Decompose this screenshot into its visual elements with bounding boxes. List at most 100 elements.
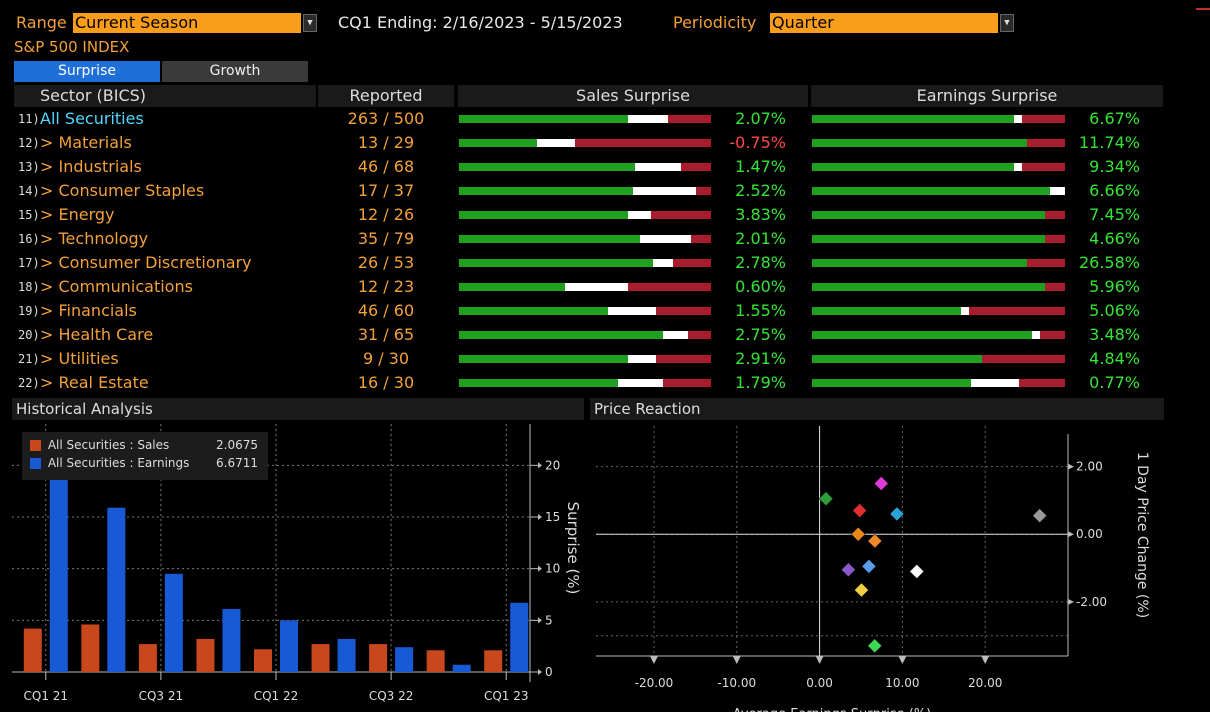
sector-name[interactable]: > Energy: [40, 205, 115, 224]
range-dropdown-button[interactable]: ▼: [303, 14, 317, 32]
row-index: 20): [18, 328, 40, 342]
sector-name[interactable]: > Technology: [40, 229, 149, 248]
sales-bar-miss: [696, 187, 711, 195]
sales-bar-beat: [459, 187, 633, 195]
bar-sales: [81, 624, 100, 672]
sector-name[interactable]: > Materials: [40, 133, 132, 152]
sales-surprise-value: 2.75%: [735, 325, 786, 344]
top-right-accent: [1196, 8, 1210, 10]
sector-name[interactable]: All Securities: [40, 109, 144, 128]
y-tick-label: 0: [545, 665, 553, 679]
earnings-bar-beat: [812, 355, 982, 363]
legend-label-sales: All Securities : Sales: [47, 438, 170, 452]
reported-count: 9 / 30: [362, 349, 410, 368]
sector-name[interactable]: > Financials: [40, 301, 137, 320]
earnings-surprise-value: 26.58%: [1078, 253, 1140, 272]
y-tick-label: 15: [545, 510, 560, 524]
sales-bar-miss: [656, 355, 711, 363]
sales-surprise-value: 2.52%: [735, 181, 786, 200]
header-reported[interactable]: Reported: [318, 85, 454, 107]
bar-sales: [23, 628, 42, 672]
reported-count: 26 / 53: [357, 253, 415, 272]
earnings-bar-beat: [812, 163, 1014, 171]
row-index: 21): [18, 352, 40, 366]
sector-name[interactable]: > Communications: [40, 277, 193, 296]
periodicity-select[interactable]: Quarter: [770, 13, 998, 33]
earnings-surprise-value: 0.77%: [1089, 373, 1140, 392]
reported-count: 263 / 500: [347, 109, 425, 128]
sales-bar-miss: [628, 283, 711, 291]
y-tick-arrow: [1068, 531, 1074, 538]
earnings-surprise-value: 5.96%: [1089, 277, 1140, 296]
earnings-surprise-value: 3.48%: [1089, 325, 1140, 344]
sector-name[interactable]: > Health Care: [40, 325, 154, 344]
scatter-point: [1032, 508, 1048, 523]
earnings-surprise-value: 5.06%: [1089, 301, 1140, 320]
sales-bar-inline: [537, 139, 575, 147]
bar-earnings: [49, 444, 68, 672]
x-tick-label: 20.00: [968, 676, 1002, 690]
sales-bar-miss: [656, 307, 711, 315]
sector-name[interactable]: > Consumer Staples: [40, 181, 205, 200]
y-tick-label: 2.00: [1076, 460, 1103, 474]
tab-growth[interactable]: Growth: [162, 61, 308, 82]
bar-earnings: [337, 638, 356, 672]
header-sales-surprise[interactable]: Sales Surprise: [458, 85, 808, 107]
earnings-surprise-value: 6.66%: [1089, 181, 1140, 200]
sales-bar-beat: [459, 163, 635, 171]
sales-bar-beat: [459, 115, 628, 123]
header-sector[interactable]: Sector (BICS): [14, 85, 316, 107]
sales-bar-miss: [688, 331, 711, 339]
earnings-surprise-value: 4.84%: [1089, 349, 1140, 368]
sales-surprise-value: 0.60%: [735, 277, 786, 296]
bar-sales: [369, 644, 388, 672]
sector-name[interactable]: > Consumer Discretionary: [40, 253, 252, 272]
header-earnings-surprise[interactable]: Earnings Surprise: [811, 85, 1163, 107]
earnings-bar-inline: [961, 307, 969, 315]
sales-surprise-value: 3.83%: [735, 205, 786, 224]
reported-count: 13 / 29: [357, 133, 415, 152]
row-index: 17): [18, 256, 40, 270]
sales-bar-inline: [565, 283, 628, 291]
reported-count: 46 / 68: [357, 157, 415, 176]
sector-name[interactable]: > Real Estate: [40, 373, 149, 392]
reported-count: 46 / 60: [357, 301, 415, 320]
sector-name[interactable]: > Utilities: [40, 349, 119, 368]
y-tick-arrow: [538, 669, 542, 675]
sales-bar-miss: [575, 139, 711, 147]
sales-surprise-value: 2.91%: [735, 349, 786, 368]
earnings-bar-miss: [1040, 331, 1065, 339]
bar-sales: [426, 650, 445, 672]
x-tick-arrow: [815, 656, 824, 664]
tab-surprise[interactable]: Surprise: [14, 61, 160, 82]
range-select[interactable]: Current Season: [73, 13, 301, 33]
periodicity-dropdown-button[interactable]: ▼: [1000, 14, 1014, 32]
earnings-surprise-value: 4.66%: [1089, 229, 1140, 248]
sector-name[interactable]: > Industrials: [40, 157, 142, 176]
x-tick-arrow: [649, 656, 658, 664]
earnings-surprise-value: 7.45%: [1089, 205, 1140, 224]
reported-count: 16 / 30: [357, 373, 415, 392]
sales-bar-miss: [673, 259, 711, 267]
earnings-bar-miss: [1022, 163, 1065, 171]
bar-earnings: [222, 608, 241, 672]
bar-earnings: [510, 602, 529, 672]
bar-earnings: [452, 664, 471, 672]
earnings-bar-beat: [812, 139, 1027, 147]
legend-value-sales: 2.0675: [216, 438, 258, 452]
index-name: S&P 500 INDEX: [14, 38, 130, 56]
x-tick-label: CQ1 21: [24, 689, 69, 703]
scatter-point: [854, 582, 869, 598]
bar-sales: [254, 649, 272, 672]
sales-bar-miss: [681, 163, 711, 171]
sales-bar-beat: [459, 259, 653, 267]
sales-bar-beat: [459, 379, 618, 387]
historical-legend: All Securities : Sales 2.0675 All Securi…: [22, 432, 268, 480]
earnings-bar-inline: [971, 379, 1019, 387]
sales-bar-miss: [691, 235, 711, 243]
y-tick-arrow: [538, 617, 542, 624]
earnings-bar-inline: [1014, 163, 1022, 171]
earnings-bar-miss: [969, 307, 1065, 315]
reported-count: 31 / 65: [357, 325, 415, 344]
y-tick-arrow: [538, 462, 542, 469]
